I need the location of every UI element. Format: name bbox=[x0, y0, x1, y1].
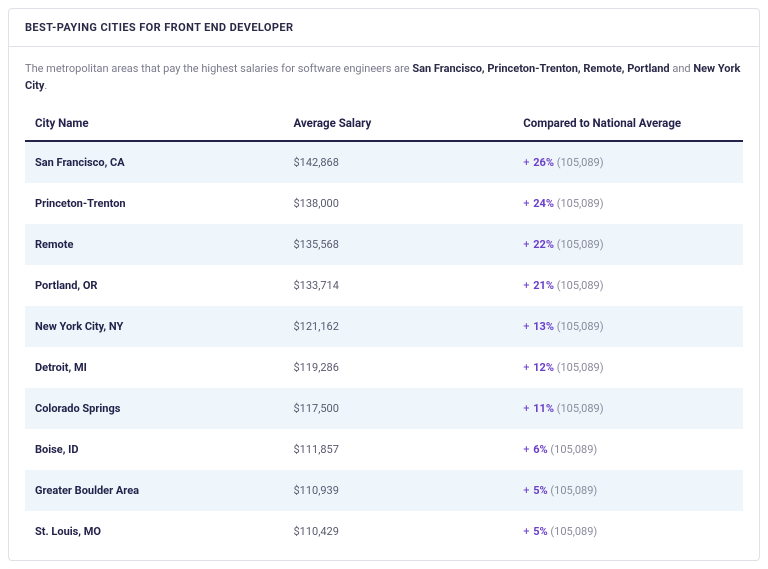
intro-bold-1: San Francisco, Princeton-Trenton, Remote… bbox=[412, 62, 669, 75]
cell-salary: $110,429 bbox=[283, 511, 513, 552]
col-header-city: City Name bbox=[25, 108, 283, 141]
table-row: Detroit, MI$119,286+ 12% (105,089) bbox=[25, 347, 743, 388]
intro-text: The metropolitan areas that pay the high… bbox=[25, 61, 743, 94]
cell-compared: + 5% (105,089) bbox=[513, 470, 743, 511]
plus-icon: + bbox=[523, 402, 532, 415]
pct-value: 5% bbox=[533, 484, 547, 497]
cell-compared: + 24% (105,089) bbox=[513, 183, 743, 224]
pct-value: 24% bbox=[533, 197, 554, 210]
cell-compared: + 11% (105,089) bbox=[513, 388, 743, 429]
col-header-compared: Compared to National Average bbox=[513, 108, 743, 141]
base-value: (105,089) bbox=[557, 238, 604, 251]
base-value: (105,089) bbox=[557, 402, 604, 415]
cell-city: Detroit, MI bbox=[25, 347, 283, 388]
cell-salary: $119,286 bbox=[283, 347, 513, 388]
cell-salary: $121,162 bbox=[283, 306, 513, 347]
cell-city: St. Louis, MO bbox=[25, 511, 283, 552]
cell-compared: + 5% (105,089) bbox=[513, 511, 743, 552]
card-title: BEST-PAYING CITIES FOR FRONT END DEVELOP… bbox=[25, 21, 743, 34]
plus-icon: + bbox=[523, 484, 532, 497]
table-header-row: City Name Average Salary Compared to Nat… bbox=[25, 108, 743, 141]
cell-salary: $138,000 bbox=[283, 183, 513, 224]
cell-compared: + 26% (105,089) bbox=[513, 141, 743, 183]
base-value: (105,089) bbox=[557, 197, 604, 210]
base-value: (105,089) bbox=[550, 525, 597, 538]
pct-value: 12% bbox=[533, 361, 554, 374]
cell-salary: $117,500 bbox=[283, 388, 513, 429]
salary-table: City Name Average Salary Compared to Nat… bbox=[25, 108, 743, 552]
plus-icon: + bbox=[523, 156, 532, 169]
cell-salary: $142,868 bbox=[283, 141, 513, 183]
table-row: Colorado Springs$117,500+ 11% (105,089) bbox=[25, 388, 743, 429]
cell-salary: $135,568 bbox=[283, 224, 513, 265]
plus-icon: + bbox=[523, 279, 532, 292]
plus-icon: + bbox=[523, 361, 532, 374]
cell-city: Greater Boulder Area bbox=[25, 470, 283, 511]
intro-prefix: The metropolitan areas that pay the high… bbox=[25, 62, 412, 75]
best-paying-cities-card: BEST-PAYING CITIES FOR FRONT END DEVELOP… bbox=[8, 8, 760, 561]
table-row: Boise, ID$111,857+ 6% (105,089) bbox=[25, 429, 743, 470]
pct-value: 13% bbox=[533, 320, 554, 333]
col-header-salary: Average Salary bbox=[283, 108, 513, 141]
pct-value: 22% bbox=[533, 238, 554, 251]
pct-value: 11% bbox=[533, 402, 554, 415]
cell-compared: + 21% (105,089) bbox=[513, 265, 743, 306]
pct-value: 21% bbox=[533, 279, 554, 292]
table-row: Remote$135,568+ 22% (105,089) bbox=[25, 224, 743, 265]
table-row: Portland, OR$133,714+ 21% (105,089) bbox=[25, 265, 743, 306]
table-body: San Francisco, CA$142,868+ 26% (105,089)… bbox=[25, 141, 743, 552]
table-row: Greater Boulder Area$110,939+ 5% (105,08… bbox=[25, 470, 743, 511]
cell-compared: + 22% (105,089) bbox=[513, 224, 743, 265]
base-value: (105,089) bbox=[550, 484, 597, 497]
pct-value: 5% bbox=[533, 525, 547, 538]
intro-suffix: . bbox=[44, 79, 47, 92]
plus-icon: + bbox=[523, 525, 532, 538]
base-value: (105,089) bbox=[557, 361, 604, 374]
table-row: Princeton-Trenton$138,000+ 24% (105,089) bbox=[25, 183, 743, 224]
table-row: San Francisco, CA$142,868+ 26% (105,089) bbox=[25, 141, 743, 183]
plus-icon: + bbox=[523, 320, 532, 333]
cell-city: Princeton-Trenton bbox=[25, 183, 283, 224]
plus-icon: + bbox=[523, 197, 532, 210]
cell-salary: $111,857 bbox=[283, 429, 513, 470]
pct-value: 6% bbox=[533, 443, 547, 456]
base-value: (105,089) bbox=[550, 443, 597, 456]
table-row: St. Louis, MO$110,429+ 5% (105,089) bbox=[25, 511, 743, 552]
cell-compared: + 6% (105,089) bbox=[513, 429, 743, 470]
table-row: New York City, NY$121,162+ 13% (105,089) bbox=[25, 306, 743, 347]
plus-icon: + bbox=[523, 238, 532, 251]
cell-city: Remote bbox=[25, 224, 283, 265]
base-value: (105,089) bbox=[557, 320, 604, 333]
cell-city: Boise, ID bbox=[25, 429, 283, 470]
base-value: (105,089) bbox=[557, 156, 604, 169]
base-value: (105,089) bbox=[557, 279, 604, 292]
cell-compared: + 12% (105,089) bbox=[513, 347, 743, 388]
intro-join: and bbox=[670, 62, 694, 75]
cell-city: Portland, OR bbox=[25, 265, 283, 306]
card-header: BEST-PAYING CITIES FOR FRONT END DEVELOP… bbox=[9, 9, 759, 47]
cell-compared: + 13% (105,089) bbox=[513, 306, 743, 347]
card-body: The metropolitan areas that pay the high… bbox=[9, 47, 759, 560]
cell-city: New York City, NY bbox=[25, 306, 283, 347]
cell-city: Colorado Springs bbox=[25, 388, 283, 429]
plus-icon: + bbox=[523, 443, 532, 456]
pct-value: 26% bbox=[533, 156, 554, 169]
cell-salary: $133,714 bbox=[283, 265, 513, 306]
cell-salary: $110,939 bbox=[283, 470, 513, 511]
cell-city: San Francisco, CA bbox=[25, 141, 283, 183]
